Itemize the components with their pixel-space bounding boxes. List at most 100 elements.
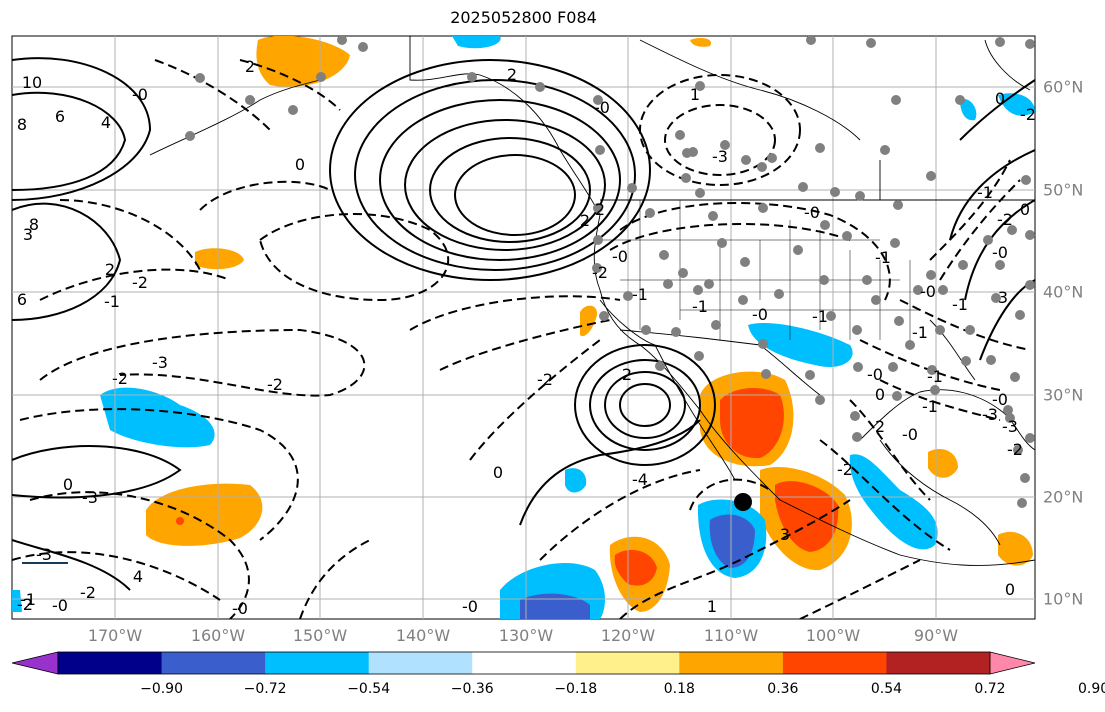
longitude-label: 110°W [703,626,759,645]
contour-label: -2 [537,370,553,389]
contour-label: -0 [867,365,883,384]
colorbar-segment [886,652,991,674]
colorbar-extend-min [11,651,59,675]
contour-label: -2 [1007,440,1023,459]
contour-label: 1 [707,597,717,616]
colorbar-tick-label: 0.54 [870,681,903,697]
contour-label: -3 [82,488,98,507]
colorbar-segment [58,652,163,674]
contour-label: 8 [17,115,27,134]
contour-label: -0 [594,98,610,117]
contour-label: -0 [992,390,1008,409]
contour-label: -2 [592,263,608,282]
colorbar-tick-label: −0.72 [243,681,287,697]
contour-label: 2 [622,365,632,384]
contour-label: -2 [267,375,283,394]
contour-label: 2 [507,65,517,84]
contour-label: -1 [20,590,36,609]
latitude-label: 50°N [1043,180,1084,200]
contour-label: -1 [632,285,648,304]
coastlines [149,36,1035,566]
colorbar-segment [368,652,473,674]
longitude-label: 90°W [913,626,959,645]
colorbar-tick-label: 0.90 [1077,681,1105,697]
chart-title: 2025052800 F084 [450,8,597,27]
colorbar-tick-label: −0.36 [450,681,494,697]
longitude-label: 150°W [292,626,348,645]
dashed-contours [12,59,1031,619]
colorbar-segment [679,652,784,674]
contour-label: 2 [580,211,590,230]
colorbar-tick-label: −0.54 [347,681,391,697]
latitude-label: 40°N [1043,282,1084,302]
contour-label: -1 [812,307,828,326]
contour-label: -1 [977,183,993,202]
colorbar-tick-label: 0.36 [767,681,799,697]
colorbar-tick-label: −0.90 [140,681,183,697]
contour-label: 2 [595,200,605,219]
contour-label: -1 [927,367,943,386]
contour-label: -1 [912,323,928,342]
contour-label: 8 [29,215,39,234]
contour-label: 0 [995,89,1005,108]
contour-label: 10 [22,73,42,92]
contour-label: -1 [875,248,891,267]
contour-label: -3 [1002,417,1018,436]
positive-anomaly-areas [146,36,1033,612]
contour-label: -0 [52,596,68,615]
contour-label: 3 [23,225,33,244]
contour-label: 2 [105,260,115,279]
colorbar-tick-label: 0.18 [663,681,695,697]
colorbar-segment [782,652,887,674]
contour-label: -4 [632,470,648,489]
contour-label: -3 [982,405,998,424]
storm-center-marker [734,493,752,511]
contour-label: -3 [712,147,728,166]
contour-label: 0 [295,155,305,174]
colorbar-segment [265,652,370,674]
longitude-label: 120°W [600,626,656,645]
latitude-label: 30°N [1043,385,1084,405]
colorbar-tick-label: 0.72 [974,681,1006,697]
colorbar-tick-label: −0.18 [554,681,598,697]
contour-label: 0 [493,463,503,482]
contour-label: -0 [804,203,820,222]
solid-contours [12,57,1035,591]
contour-label: -0 [462,597,478,616]
contour-label: -2 [132,273,148,292]
contour-label: -2 [837,460,853,479]
contour-label: 4 [101,113,111,132]
station-markers [185,36,1035,508]
contour-label: 0 [875,385,885,404]
contour-label: -1 [692,297,708,316]
longitude-label: 140°W [395,626,451,645]
contour-label: 0 [1005,580,1015,599]
colorbar-segment [575,652,680,674]
contour-label: 2 [245,57,255,76]
colorbar [11,651,1036,675]
longitude-label: 160°W [190,626,246,645]
contour-label: -1 [104,292,120,311]
contour-label: -2 [1020,105,1036,124]
contour-label: 4 [133,567,143,586]
latitude-label: 20°N [1043,487,1084,507]
colorbar-segment [161,652,266,674]
contour-label: 6 [55,107,65,126]
contour-label: -2 [997,210,1013,229]
contour-label: 1 [690,85,700,104]
contour-label: 6 [17,290,27,309]
contour-label: 3 [998,288,1008,307]
longitude-label: 170°W [87,626,143,645]
contour-label: -1 [922,397,938,416]
latitude-label: 10°N [1043,589,1084,609]
contour-label: 0 [63,475,73,494]
contour-label: -0 [132,85,148,104]
contour-label: -0 [612,247,628,266]
contour-label: -3 [36,545,52,564]
contour-label: -1 [952,295,968,314]
contour-label: 3 [780,525,790,544]
latitude-label: 60°N [1043,77,1084,97]
colorbar-extend-max [989,651,1036,675]
